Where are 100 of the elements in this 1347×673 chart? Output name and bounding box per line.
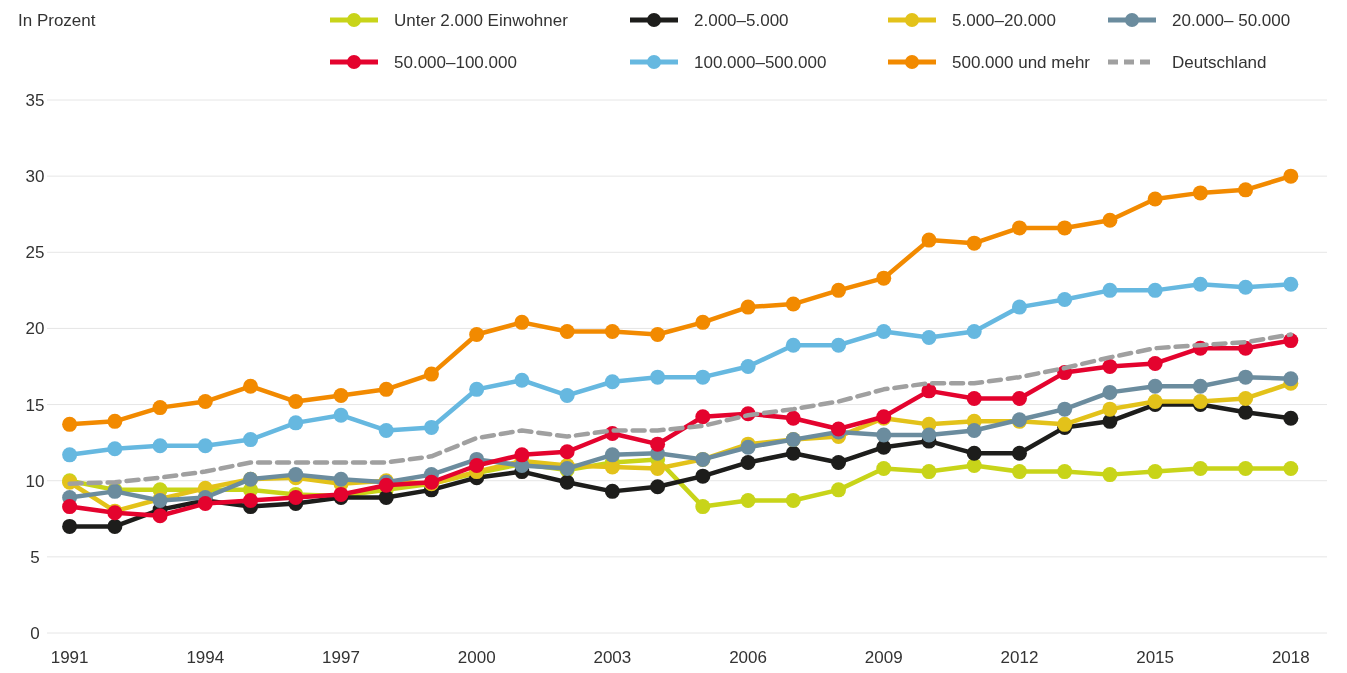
point <box>1192 276 1208 292</box>
point <box>1238 461 1254 477</box>
point <box>514 447 530 463</box>
point <box>876 270 892 286</box>
point <box>514 372 530 388</box>
point <box>740 359 756 374</box>
x-tick-label: 2018 <box>1271 648 1310 667</box>
point <box>1011 390 1027 406</box>
legend-label: 20.000– 50.000 <box>1172 11 1291 30</box>
point <box>695 314 711 330</box>
point <box>1147 378 1163 394</box>
point <box>288 415 304 431</box>
point <box>62 518 78 534</box>
point <box>921 464 937 480</box>
point <box>966 323 982 339</box>
point <box>695 369 711 385</box>
point <box>1238 369 1254 385</box>
y-tick-label: 0 <box>30 624 40 643</box>
point <box>152 438 168 454</box>
point <box>1283 410 1299 426</box>
legend-label: 100.000–500.000 <box>694 53 827 72</box>
point <box>62 499 78 515</box>
point <box>152 400 168 416</box>
point <box>876 439 892 455</box>
point <box>695 499 711 515</box>
point <box>966 445 982 461</box>
y-tick-label: 15 <box>25 395 45 415</box>
point <box>1011 299 1027 315</box>
legend-label: 2.000–5.000 <box>694 11 789 30</box>
y-tick-label: 20 <box>25 319 45 339</box>
point <box>1283 168 1299 184</box>
x-tick-label: 1997 <box>322 648 360 667</box>
point <box>785 410 801 426</box>
point <box>469 457 485 473</box>
point <box>1011 445 1027 461</box>
point <box>197 438 213 454</box>
point <box>1102 401 1118 417</box>
x-tick-label: 1991 <box>50 648 89 667</box>
point <box>197 496 213 512</box>
point <box>1057 464 1073 480</box>
y-axis-title: In Prozent <box>18 11 96 30</box>
y-tick-label: 5 <box>30 547 40 567</box>
point <box>197 394 213 410</box>
point <box>1147 355 1163 371</box>
point <box>604 323 620 339</box>
point <box>107 518 123 534</box>
x-tick-label: 2012 <box>1000 648 1039 667</box>
point <box>62 447 78 463</box>
point <box>650 369 666 385</box>
point <box>650 327 666 343</box>
point <box>1238 182 1254 198</box>
legend-label: Deutschland <box>1172 53 1267 72</box>
point <box>1102 467 1118 483</box>
point <box>243 493 259 509</box>
point <box>1057 291 1073 307</box>
point <box>921 330 937 346</box>
point <box>831 454 847 470</box>
point <box>1238 390 1254 406</box>
point <box>1102 282 1118 298</box>
point <box>921 427 937 443</box>
x-tick-label: 2000 <box>457 648 496 667</box>
point <box>966 422 982 438</box>
point <box>785 337 801 353</box>
legend-label: 5.000–20.000 <box>952 11 1056 30</box>
point <box>966 235 982 251</box>
point <box>1147 282 1163 298</box>
point <box>514 314 530 330</box>
y-tick-label: 25 <box>25 243 45 263</box>
point <box>740 299 756 315</box>
point <box>152 508 168 524</box>
x-tick-label: 2009 <box>864 648 903 667</box>
point <box>1147 464 1163 480</box>
point <box>288 394 304 410</box>
point <box>876 427 892 443</box>
point <box>62 416 78 432</box>
point <box>559 323 575 339</box>
point <box>650 436 666 452</box>
point <box>1102 384 1118 400</box>
point <box>559 387 575 403</box>
point <box>876 461 892 477</box>
point <box>243 432 259 448</box>
point <box>423 366 439 382</box>
point <box>1283 276 1299 292</box>
point <box>107 413 123 429</box>
point <box>1102 359 1118 374</box>
point <box>650 479 666 495</box>
point <box>469 381 485 397</box>
point <box>1102 212 1118 228</box>
point <box>785 493 801 509</box>
point <box>831 282 847 298</box>
point <box>966 390 982 406</box>
point <box>740 493 756 509</box>
x-tick-label: 2015 <box>1136 648 1175 667</box>
x-tick-label: 2006 <box>729 648 767 667</box>
point <box>1283 371 1299 387</box>
point <box>469 327 485 343</box>
point <box>695 468 711 484</box>
point <box>333 387 349 403</box>
point <box>378 489 394 505</box>
point <box>1192 461 1208 477</box>
